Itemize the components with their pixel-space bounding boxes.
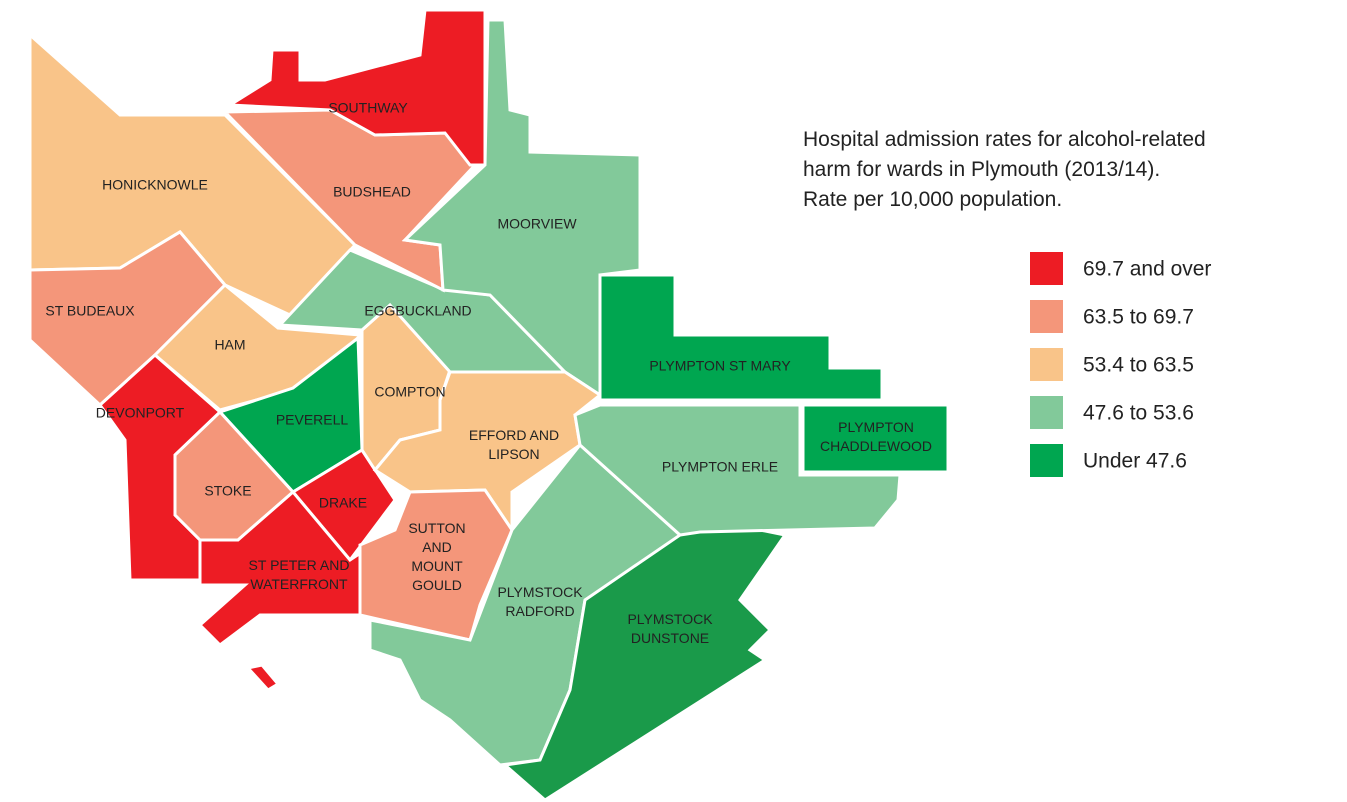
ward-label: DRAKE [319, 495, 367, 511]
ward-label: MOORVIEW [497, 216, 577, 232]
ward-area [358, 488, 514, 642]
side-panel: Hospital admission rates for alcohol-rel… [803, 128, 1211, 477]
legend-swatch [1030, 348, 1063, 381]
description: Rate per 10,000 population. [803, 188, 1062, 211]
ward-area [801, 403, 950, 474]
ward-label: HAM [214, 337, 245, 353]
ward-area [598, 273, 884, 402]
ward-label: EFFORD AND [469, 427, 559, 443]
legend-swatch [1030, 300, 1063, 333]
wards [28, 8, 950, 802]
description: Hospital admission rates for alcohol-rel… [803, 128, 1206, 151]
ward-label: PLYMPTON [838, 419, 914, 435]
ward-label: CHADDLEWOOD [820, 438, 932, 454]
ward-label: ST BUDEAUX [45, 303, 135, 319]
ward-label: ST PETER AND [249, 557, 350, 573]
ward-label: PLYMPTON ERLE [662, 459, 778, 475]
ward-label: DEVONPORT [96, 405, 185, 421]
ward-label: SOUTHWAY [328, 100, 408, 116]
ward-label: MOUNT [411, 558, 463, 574]
ward-label: BUDSHEAD [333, 184, 411, 200]
ward-area [501, 518, 788, 802]
legend-label: Under 47.6 [1083, 450, 1187, 473]
description: harm for wards in Plymouth (2013/14). [803, 158, 1160, 181]
ward-label: AND [422, 539, 452, 555]
legend-label: 69.7 and over [1083, 258, 1211, 281]
ward-label: RADFORD [505, 603, 574, 619]
ward-area [225, 8, 487, 167]
ward-label: HONICKNOWLE [102, 177, 208, 193]
legend-label: 63.5 to 69.7 [1083, 306, 1194, 329]
ward-area [573, 403, 902, 537]
ward-label: WATERFRONT [250, 576, 348, 592]
ward-label: SUTTON [408, 520, 465, 536]
ward-label: EGGBUCKLAND [364, 303, 471, 319]
ward-area [401, 18, 642, 398]
ward-label: DUNSTONE [631, 630, 709, 646]
ward-label: STOKE [204, 483, 251, 499]
ward-label: PLYMPTON ST MARY [649, 358, 791, 374]
ward-area [197, 489, 398, 647]
ward-label: LIPSON [488, 446, 539, 462]
ward-label: GOULD [412, 577, 462, 593]
legend-label: 53.4 to 63.5 [1083, 354, 1194, 377]
legend-swatch [1030, 444, 1063, 477]
ward-label: COMPTON [374, 384, 445, 400]
ward-area [245, 663, 281, 692]
legend-label: 47.6 to 53.6 [1083, 402, 1194, 425]
ward-labels: HONICKNOWLE ST BUDEAUX HAM PEVERELL DEVONPOR… [45, 100, 932, 647]
ward-label: PLYMSTOCK [497, 584, 583, 600]
ward-label: PEVERELL [276, 412, 349, 428]
legend-swatch [1030, 396, 1063, 429]
legend-swatch [1030, 252, 1063, 285]
ward-label: PLYMSTOCK [627, 611, 713, 627]
